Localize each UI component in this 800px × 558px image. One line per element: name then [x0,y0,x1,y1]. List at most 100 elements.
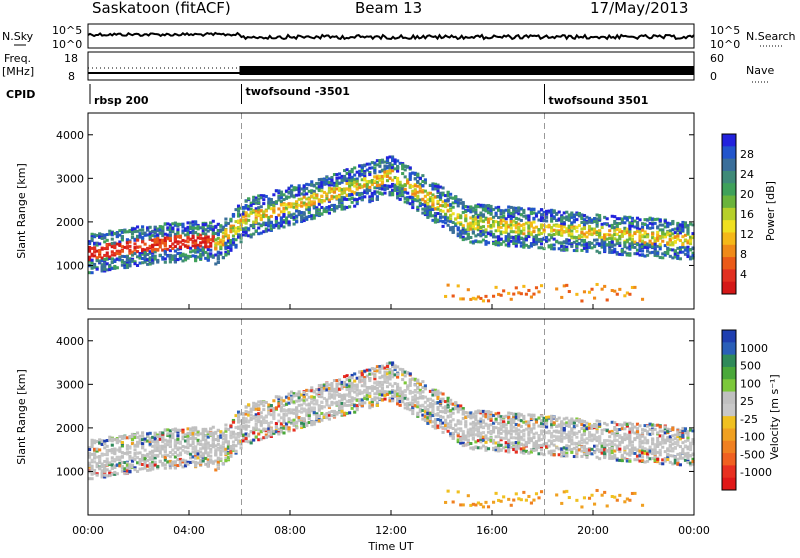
power-cell [464,214,467,217]
power-cell [111,238,114,241]
power-cell [330,179,333,182]
sky-tick-high: 10^5 [52,24,82,37]
colorbar-tick-label: 12 [740,228,754,241]
velocity-cell [368,379,371,382]
power-cell [598,217,601,220]
power-cell [381,181,384,184]
power-cell [598,232,601,235]
velocity-cell [356,408,359,411]
velocity-cell [136,445,139,448]
velocity-cell [303,396,306,399]
power-cell [601,288,604,291]
power-cell [598,214,601,217]
y-tick-label: 4000 [56,129,84,142]
power-cell [563,223,566,226]
power-cell [585,235,588,238]
power-cell [689,240,692,243]
power-cell [128,241,131,244]
power-cell [207,259,210,262]
freq-label: Freq. [4,52,31,65]
power-cell [315,194,318,197]
power-cell [532,217,535,220]
velocity-cell [169,466,172,469]
velocity-cell [141,431,144,434]
power-cell [431,199,434,202]
power-cell [141,225,144,228]
power-cell [219,251,222,254]
velocity-cell [333,397,336,400]
power-cell [613,248,616,251]
velocity-cell [212,426,215,429]
velocity-cell [295,426,298,429]
velocity-cell [272,399,275,402]
power-cell [555,287,558,290]
velocity-cell [141,435,144,438]
power-cell [247,227,250,230]
colorbar-swatch [722,171,736,184]
velocity-heatmap [88,319,695,515]
power-cell [229,219,232,222]
colorbar-swatch [722,257,736,270]
power-cell [462,297,465,300]
power-cell [194,258,197,261]
velocity-cell [247,403,250,406]
power-cell [227,222,230,225]
velocity-cell [252,439,255,442]
velocity-cell [315,400,318,403]
colorbar-swatch [722,159,736,172]
nave-tick-high: 60 [710,52,724,65]
power-cell [472,230,475,233]
power-cell [149,226,152,229]
power-cell [457,204,460,207]
velocity-cell [310,386,313,389]
power-cell [179,235,182,238]
velocity-cell [202,454,205,457]
power-cell [272,207,275,210]
power-cell [262,202,265,205]
power-cell [500,294,503,297]
power-cell [560,296,563,299]
power-cell [487,299,490,302]
power-cell [570,245,573,248]
power-cell [649,240,652,243]
velocity-cell [250,441,253,444]
velocity-cell [169,440,172,443]
power-cell [459,214,462,217]
power-cell [449,217,452,220]
velocity-cell [348,411,351,414]
power-cell [207,235,210,238]
search-label: N.Search [746,30,796,43]
velocity-cell [328,418,331,421]
power-cell [467,288,470,291]
velocity-cell [164,463,167,466]
power-cell [512,293,515,296]
power-cell [580,299,583,302]
colorbar-swatch [722,220,736,233]
velocity-cell [363,378,366,381]
power-cell [416,174,419,177]
power-cell [298,184,301,187]
power-cell [532,221,535,224]
velocity-cell [229,425,232,428]
power-cell [606,298,609,301]
velocity-cell [179,441,182,444]
power-cell [537,290,540,293]
power-cell [452,206,455,209]
velocity-cell [376,404,379,407]
velocity-cell [363,401,366,404]
velocity-cell [303,417,306,420]
power-cell [482,225,485,228]
power-cell [363,172,366,175]
power-cell [106,246,109,249]
power-cell [240,240,243,243]
power-cell [401,193,404,196]
power-cell [237,210,240,213]
velocity-cell [305,393,308,396]
velocity-cell [171,436,174,439]
power-cell [287,221,290,224]
power-cell [618,288,621,291]
power-cell [353,174,356,177]
power-ylabel: Slant Range [km] [15,163,28,259]
power-cell [628,293,631,296]
